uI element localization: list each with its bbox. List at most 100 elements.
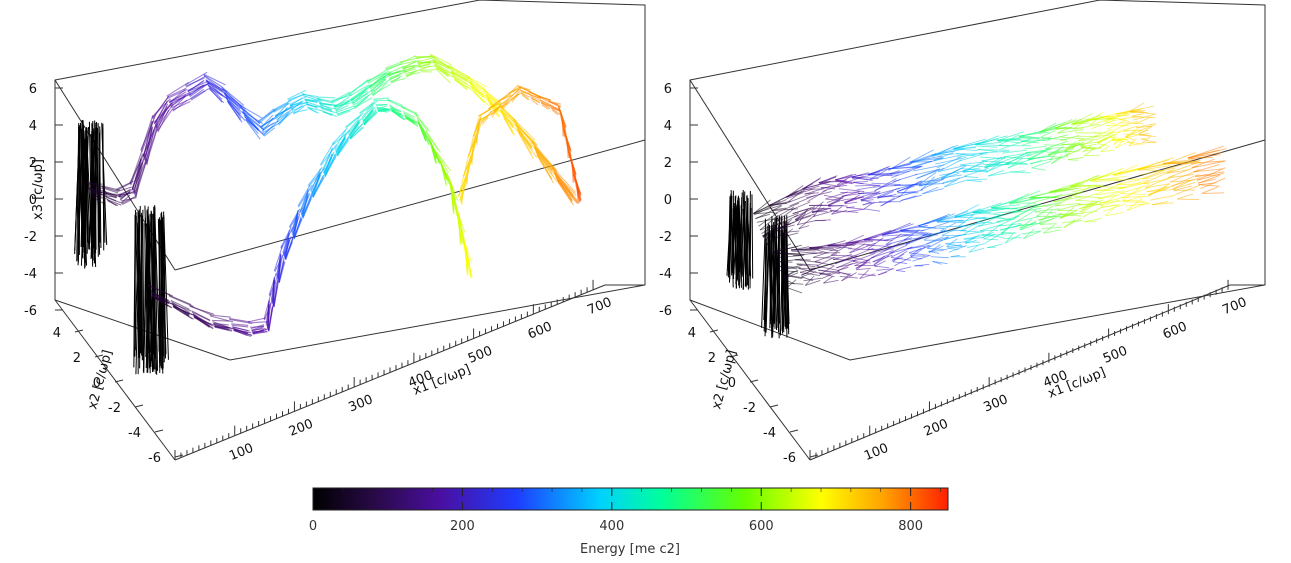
- trajectory-segment: [909, 153, 937, 163]
- trajectory-segment: [1039, 216, 1057, 224]
- trajectory-segment: [82, 138, 86, 248]
- trajectory-segment: [400, 105, 417, 114]
- trajectory-segment: [206, 81, 228, 96]
- x3-tick-label: -6: [24, 304, 37, 319]
- trajectory-segment: [835, 179, 854, 184]
- trajectory-segment: [1089, 114, 1103, 126]
- colorbar-tick-label: 0: [309, 519, 317, 534]
- trajectory-segment: [1039, 223, 1057, 225]
- trajectory-segment: [1171, 173, 1199, 187]
- x2-tick: [74, 329, 84, 333]
- trajectory-segment: [550, 107, 561, 115]
- x1-tick-label: 300: [982, 392, 1011, 415]
- trajectory-segment: [909, 252, 930, 256]
- trajectory-segment: [118, 191, 131, 197]
- trajectory-segment: [388, 72, 402, 79]
- trajectory-segment: [372, 83, 391, 96]
- trajectory-segment: [420, 69, 436, 72]
- trajectory-segment: [335, 105, 355, 113]
- trajectory-segment: [272, 279, 276, 305]
- trajectory-segment: [481, 117, 489, 126]
- x3-tick-label: 2: [664, 156, 672, 171]
- trajectory-segment: [191, 311, 211, 322]
- trajectory-segment: [753, 203, 773, 215]
- trajectory-segment: [331, 94, 353, 102]
- trajectory-segment: [982, 225, 999, 239]
- x2-tick-label: 4: [688, 326, 696, 341]
- trajectory-segment: [405, 71, 416, 77]
- trajectory-segment: [1137, 169, 1163, 172]
- trajectory-segment: [852, 261, 871, 264]
- trajectory-segment: [942, 175, 967, 184]
- trajectory-segment: [964, 168, 989, 177]
- trajectory-segment: [1172, 180, 1191, 190]
- trajectory-segment: [90, 134, 96, 263]
- trajectory-segment: [840, 191, 860, 194]
- trajectory-segment: [96, 121, 100, 243]
- trajectory-segment: [171, 96, 186, 110]
- trajectory-segment: [263, 292, 272, 320]
- trajectory-segment: [783, 272, 799, 280]
- trajectory-segment: [1197, 174, 1221, 184]
- trajectory-segment: [983, 238, 999, 241]
- trajectory-segment: [1023, 228, 1035, 239]
- trajectory-segment: [531, 140, 556, 170]
- trajectory-segment: [1114, 141, 1129, 149]
- trajectory-segment: [565, 135, 571, 159]
- trajectory-segment: [876, 188, 897, 198]
- trajectory-segment: [786, 279, 797, 288]
- trajectory-segment: [1019, 137, 1040, 140]
- trajectory-segment: [214, 325, 233, 331]
- trajectory-segment: [1006, 153, 1032, 164]
- trajectory-segment: [92, 195, 102, 197]
- trajectory-segment: [551, 166, 576, 193]
- trajectory-segment: [1176, 193, 1193, 200]
- trajectory-segment: [999, 225, 1021, 231]
- trajectory-segment: [88, 186, 107, 193]
- trajectory-segment: [373, 97, 389, 100]
- trajectory-segment: [997, 137, 1020, 143]
- trajectory-segment: [946, 244, 962, 248]
- trajectory-segment: [1092, 185, 1126, 188]
- trajectory-segment: [844, 201, 858, 205]
- trajectory-segment: [968, 247, 984, 253]
- trajectory-segment: [190, 88, 204, 100]
- trajectory-segment: [353, 97, 368, 108]
- trajectory-segment: [273, 102, 290, 113]
- trajectory-segment: [761, 221, 782, 234]
- trajectory-segment: [469, 138, 477, 161]
- trajectory-segment: [348, 78, 371, 95]
- trajectory-segment: [1116, 112, 1135, 115]
- trajectory-segment: [389, 105, 402, 112]
- trajectory-segment: [1049, 182, 1080, 193]
- trajectory-segment: [1104, 121, 1117, 125]
- trajectory-segment: [204, 75, 225, 92]
- trajectory-segment: [777, 215, 781, 328]
- trajectory-segment: [1142, 136, 1151, 144]
- trajectory-segment: [452, 74, 468, 85]
- trajectory-segment: [145, 127, 153, 164]
- trajectory-segment: [987, 169, 1004, 177]
- trajectory-segment: [145, 129, 158, 165]
- trajectory-segment: [388, 68, 407, 77]
- trajectory-segment: [788, 192, 815, 203]
- trajectory-segment: [896, 266, 912, 271]
- x1-tick-label: 600: [1161, 319, 1190, 342]
- trajectory-segment: [983, 156, 1002, 168]
- trajectory-segment: [1069, 174, 1101, 187]
- trajectory-segment: [976, 213, 1003, 223]
- trajectory-segment: [873, 255, 886, 266]
- trajectory-segment: [769, 225, 773, 329]
- trajectory-segment: [233, 329, 248, 337]
- trajectory-segment: [800, 272, 821, 276]
- trajectory-segment: [936, 211, 969, 222]
- trajectory-segment: [978, 150, 1010, 154]
- trajectory-segment: [221, 86, 245, 106]
- trajectory-segment: [1097, 194, 1120, 200]
- trajectory-segment: [813, 210, 833, 217]
- trajectory-segment: [958, 222, 985, 228]
- trajectory-segment: [363, 111, 378, 126]
- trajectory-segment: [498, 94, 512, 102]
- trajectory-segment: [1055, 118, 1073, 129]
- trajectory-segment: [516, 127, 533, 150]
